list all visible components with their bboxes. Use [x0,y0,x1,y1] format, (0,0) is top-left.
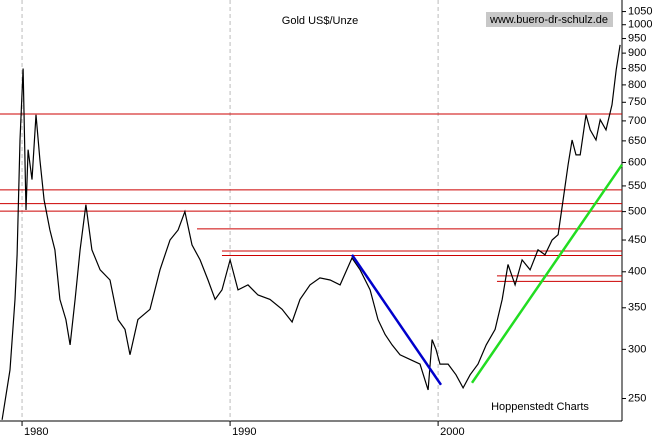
y-tick-label: 600 [628,156,646,168]
watermark-box [486,12,613,27]
y-tick-label: 700 [628,115,646,127]
y-tick-label: 500 [628,206,646,218]
x-tick-label: 1980 [24,426,48,438]
x-tick-label: 2000 [440,426,464,438]
x-tick-label: 1990 [232,426,256,438]
y-tick-label: 450 [628,234,646,246]
y-tick-label: 300 [628,343,646,355]
watermark: www.buero-dr-schulz.de [489,14,608,26]
source: Hoppenstedt Charts [491,401,589,413]
y-tick-label: 1000 [628,19,652,31]
y-tick-label: 1050 [628,5,652,17]
y-tick-label: 250 [628,392,646,404]
y-tick-label: 950 [628,32,646,44]
trendline [350,254,443,386]
price-line [1,44,621,420]
y-tick-label: 400 [628,266,646,278]
y-tick-label: 350 [628,302,646,314]
chart-title: Gold US$/Unze [282,15,358,27]
trendline [470,163,624,384]
y-tick-label: 750 [628,96,646,108]
y-tick-label: 900 [628,47,646,59]
y-tick-label: 850 [628,62,646,74]
y-tick-label: 800 [628,79,646,91]
y-tick-label: 550 [628,180,646,192]
y-tick-label: 650 [628,135,646,147]
